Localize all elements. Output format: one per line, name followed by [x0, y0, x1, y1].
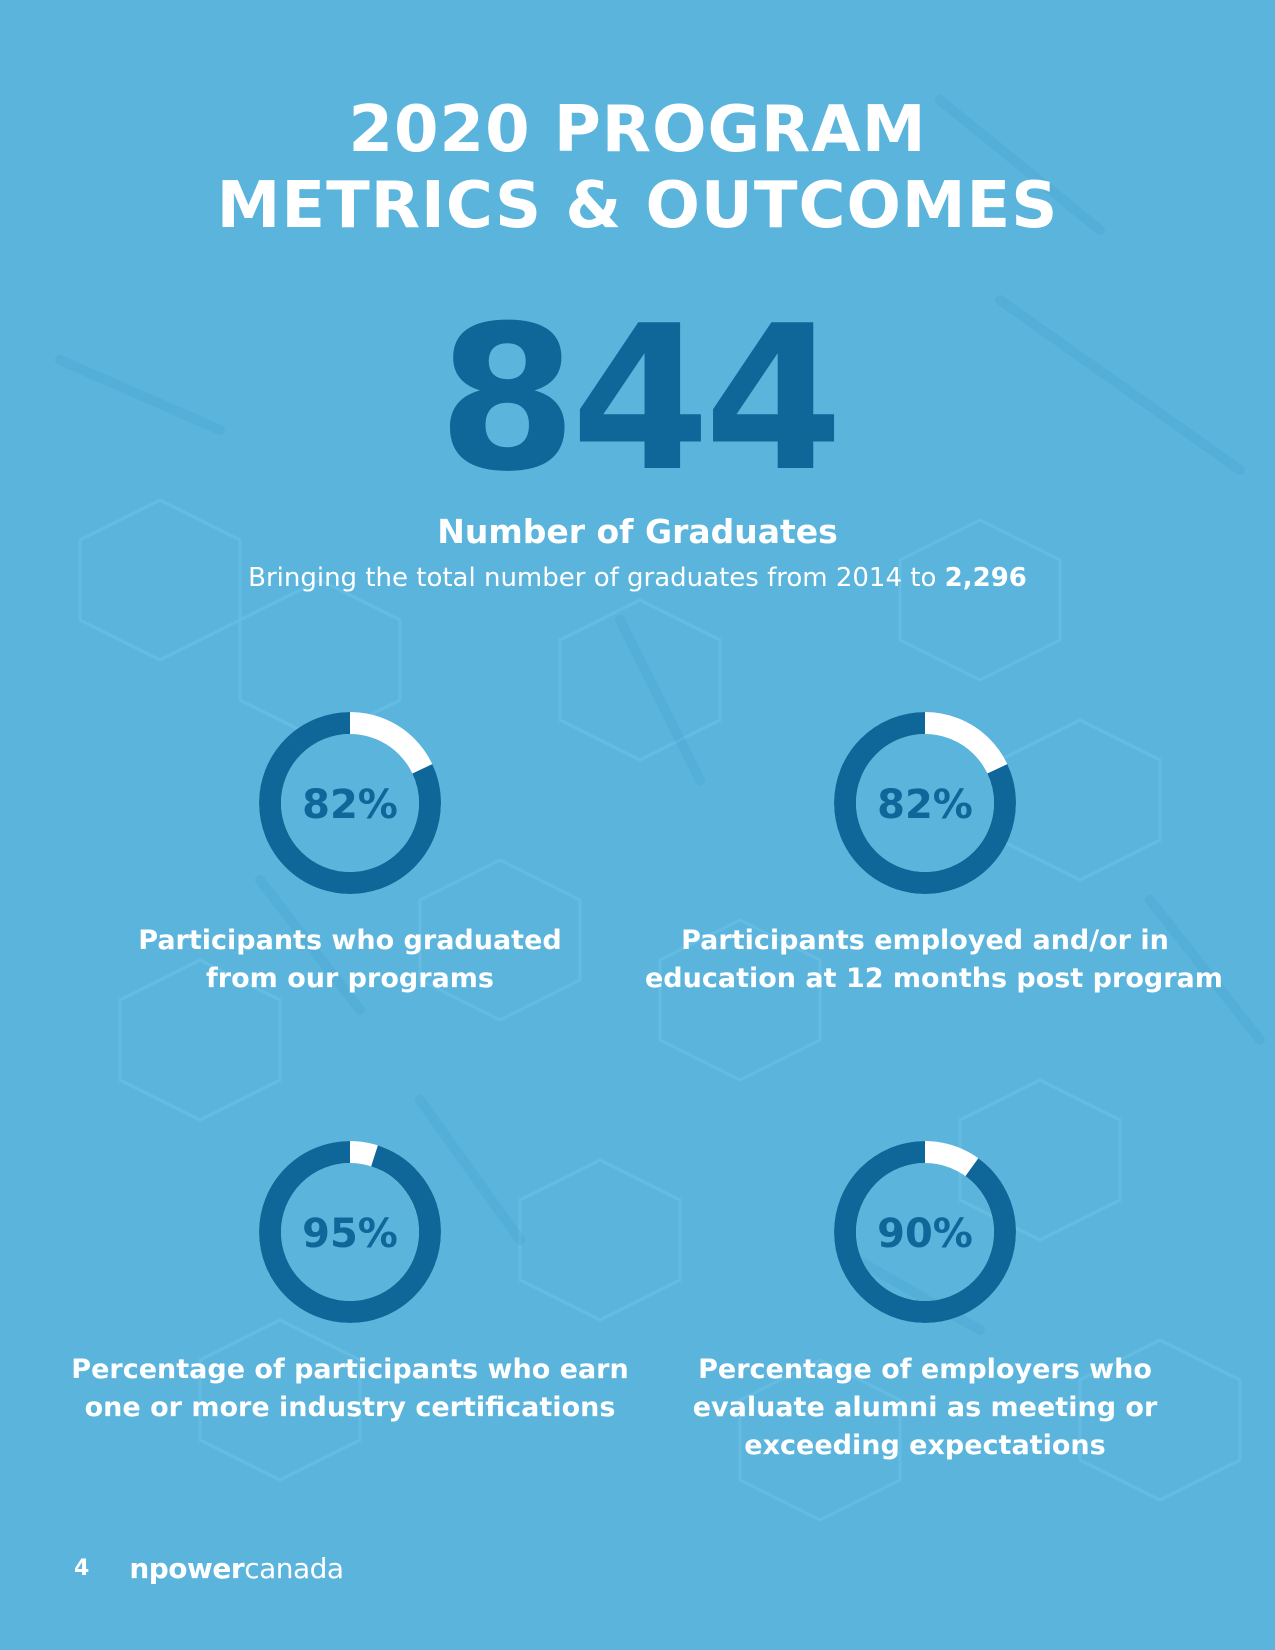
metric-caption: Percentage of participants who earn one …: [70, 1351, 630, 1427]
donut-fill: [259, 712, 441, 894]
page-title-line-1: 2020 PROGRAM: [348, 93, 927, 167]
metric-caption-line: education at 12 months post program: [645, 963, 1223, 994]
donut-percent: 82%: [302, 782, 398, 828]
donut-chart: 90%: [834, 1141, 1016, 1323]
graduates-label: Number of Graduates: [437, 512, 838, 551]
logo-wordmark-light: canada: [244, 1551, 344, 1585]
metric-caption-line: from our programs: [206, 963, 494, 994]
metric-caption-line: Percentage of employers who: [698, 1354, 1152, 1385]
donut-percent: 82%: [877, 782, 973, 828]
donut-percent: 95%: [302, 1211, 398, 1257]
metric-certifications: 95% Percentage of participants who earn …: [70, 1137, 630, 1427]
graduates-subtext-prefix: Bringing the total number of graduates f…: [248, 563, 945, 593]
logo-wordmark-bold: npower: [129, 1551, 245, 1585]
metric-caption-line: exceeding expectations: [744, 1430, 1106, 1461]
metric-caption: Participants who graduated from our prog…: [70, 922, 630, 998]
page-title: 2020 PROGRAM METRICS & OUTCOMES: [0, 92, 1275, 244]
donut-chart: 82%: [259, 712, 441, 894]
graduates-subtext: Bringing the total number of graduates f…: [0, 561, 1275, 595]
metric-graduated: 82% Participants who graduated from our …: [70, 708, 630, 998]
donut-percent: 90%: [877, 1211, 973, 1257]
metric-caption-line: Percentage of participants who earn: [71, 1354, 629, 1385]
graduates-total: 2,296: [944, 563, 1027, 593]
metric-employed: 82% Participants employed and/or in educ…: [645, 708, 1223, 998]
metric-caption: Percentage of employers who evaluate alu…: [645, 1351, 1205, 1465]
page-number: 4: [74, 1555, 90, 1581]
metric-caption-line: one or more industry certifications: [84, 1392, 616, 1423]
npower-canada-logo: npowercanada: [129, 1551, 344, 1585]
donut-chart: 95%: [259, 1141, 441, 1323]
metric-employer-evaluation: 90% Percentage of employers who evaluate…: [645, 1137, 1205, 1465]
donut-fill: [259, 1141, 441, 1323]
metric-caption-line: Participants who graduated: [138, 925, 562, 956]
graduates-count: 844: [437, 283, 843, 516]
donut-fill: [834, 712, 1016, 894]
donut-fill: [834, 1141, 1016, 1323]
metric-caption-line: evaluate alumni as meeting or: [692, 1392, 1158, 1423]
page-title-line-2: METRICS & OUTCOMES: [216, 169, 1059, 243]
metric-caption-line: Participants employed and/or in: [681, 925, 1169, 956]
metric-caption: Participants employed and/or in educatio…: [645, 922, 1223, 998]
page-footer: 4 npowercanada: [74, 1550, 344, 1586]
donut-chart: 82%: [834, 712, 1016, 894]
